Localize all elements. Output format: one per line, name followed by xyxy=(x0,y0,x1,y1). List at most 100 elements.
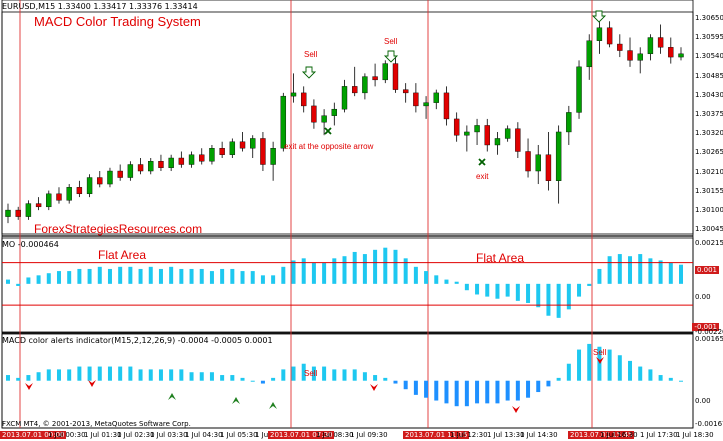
mo-bar xyxy=(260,275,265,284)
mo-bar xyxy=(56,271,61,284)
mo-bar xyxy=(230,268,235,284)
macd-bar xyxy=(16,377,21,381)
macd-bar xyxy=(6,375,10,381)
candle-body xyxy=(555,131,562,181)
mo-bar xyxy=(97,266,102,284)
time-tick-label: 2013.07.01 07:30 xyxy=(268,431,335,439)
macd-bar xyxy=(454,380,459,407)
candle-body xyxy=(168,157,174,168)
time-tick-text: 2013.07.01 00:00 xyxy=(0,431,67,439)
candle-body xyxy=(433,92,439,103)
price-tick-label: 1.30100 xyxy=(695,206,723,214)
mo-bar xyxy=(679,264,683,284)
candle-body xyxy=(484,125,490,146)
mo-bar xyxy=(464,283,469,291)
mo-bar xyxy=(658,260,663,284)
exit-cross-icon-1 xyxy=(324,127,332,135)
candle-body xyxy=(86,177,93,195)
macd-bar xyxy=(444,380,449,404)
macd-bar xyxy=(169,369,174,381)
time-tick-label: 1 Jul 16:30 xyxy=(600,431,638,439)
macd-alert-arrow-icon xyxy=(370,384,378,391)
mo-bar xyxy=(495,283,500,299)
mo-bar xyxy=(199,268,204,284)
macd-bar xyxy=(546,380,551,387)
macd-bar xyxy=(87,366,92,381)
candle-body xyxy=(270,148,276,165)
macd-bar xyxy=(230,375,235,381)
macd-bar xyxy=(403,380,408,390)
level-up-tag: 0.001 xyxy=(694,266,719,274)
time-tick-text: 1 Jul 00:30 xyxy=(48,431,86,439)
time-tick-label: 1 Jul 03:30 xyxy=(150,431,188,439)
mo-bar xyxy=(454,281,459,284)
time-tick-label: 2013.07.01 11:15 xyxy=(403,431,470,439)
mo-bar xyxy=(128,266,133,284)
macd-bar xyxy=(628,360,633,381)
mo-bar xyxy=(6,279,10,284)
macd-alert-arrow-icon xyxy=(25,383,33,390)
time-tick-text: 2013.07.01 15:45 xyxy=(568,431,635,439)
macd-bar xyxy=(342,369,347,381)
price-tick-label: 1.30430 xyxy=(695,90,723,99)
macd-bar xyxy=(128,366,133,381)
mo-bar xyxy=(413,266,418,284)
exit-opposite-annotation: exit at the opposite arrow xyxy=(284,142,374,151)
mo-bar xyxy=(281,266,286,284)
site-label: ForexStrategiesResources.com xyxy=(34,222,203,236)
mo-bar xyxy=(475,283,480,295)
symbol-header: EURUSD,M15 1.33400 1.33417 1.33376 1.334… xyxy=(2,2,198,11)
candle-body xyxy=(413,92,419,107)
mo-bar xyxy=(240,271,245,284)
macd-alert-arrow-icon xyxy=(88,380,96,387)
candle-body xyxy=(107,170,113,185)
macd-bar xyxy=(434,380,439,401)
mo-bar xyxy=(87,268,92,284)
mo-bar xyxy=(291,260,296,284)
mo-bar xyxy=(189,268,194,284)
candle-body xyxy=(199,154,205,162)
candle-body xyxy=(25,203,32,217)
time-tick-text: 1 Jul 08:30 xyxy=(316,431,354,439)
macd-bar xyxy=(413,380,418,395)
candle-body xyxy=(260,138,266,165)
mo-bar xyxy=(505,283,510,297)
time-tick-text: 1 Jul 02:30 xyxy=(117,431,155,439)
mo-bar xyxy=(271,275,276,284)
time-tick-label: 1 Jul 13:30 xyxy=(487,431,525,439)
macd-bar xyxy=(526,380,531,398)
mo-bar xyxy=(26,277,31,284)
mo-bar xyxy=(668,262,673,284)
mo-bar xyxy=(638,254,643,284)
mo-bar xyxy=(515,283,520,301)
mo-bar xyxy=(77,268,82,284)
mo-bar xyxy=(628,256,633,284)
mo-bar xyxy=(362,254,367,284)
macd-bar xyxy=(607,349,612,381)
candle-body xyxy=(586,40,592,68)
time-tick-text: 1 Jul 18:30 xyxy=(676,431,714,439)
price-tick-label: 1.30265 xyxy=(695,148,723,157)
price-tick-label: 1.30045 xyxy=(695,225,723,234)
macd-bar xyxy=(505,380,510,401)
time-tick-label: 1 Jul 01:30 xyxy=(84,431,122,439)
macd-bar xyxy=(577,349,582,381)
candle-body xyxy=(382,63,388,81)
time-tick-text: 1 Jul 01:30 xyxy=(84,431,122,439)
candle-body xyxy=(117,170,123,178)
time-tick-label: 1 Jul 02:30 xyxy=(117,431,155,439)
mo-bar xyxy=(556,283,561,318)
macd-bar xyxy=(97,366,102,381)
candle-body xyxy=(535,154,541,172)
candle-body xyxy=(606,27,613,45)
candle-body xyxy=(617,43,623,51)
mo-bar xyxy=(332,258,337,284)
macd-alert-arrow-icon xyxy=(512,406,520,413)
time-tick-text: 1 Jul 17:30 xyxy=(640,431,678,439)
time-tick-text: 1 Jul 16:30 xyxy=(600,431,638,439)
mo-bar xyxy=(373,249,378,284)
time-tick-text: 1 Jul 13:30 xyxy=(487,431,525,439)
candle-body xyxy=(311,105,317,123)
time-tick-label: 1 Jul 09:30 xyxy=(350,431,388,439)
price-tick-label: 1.30595 xyxy=(695,33,723,42)
